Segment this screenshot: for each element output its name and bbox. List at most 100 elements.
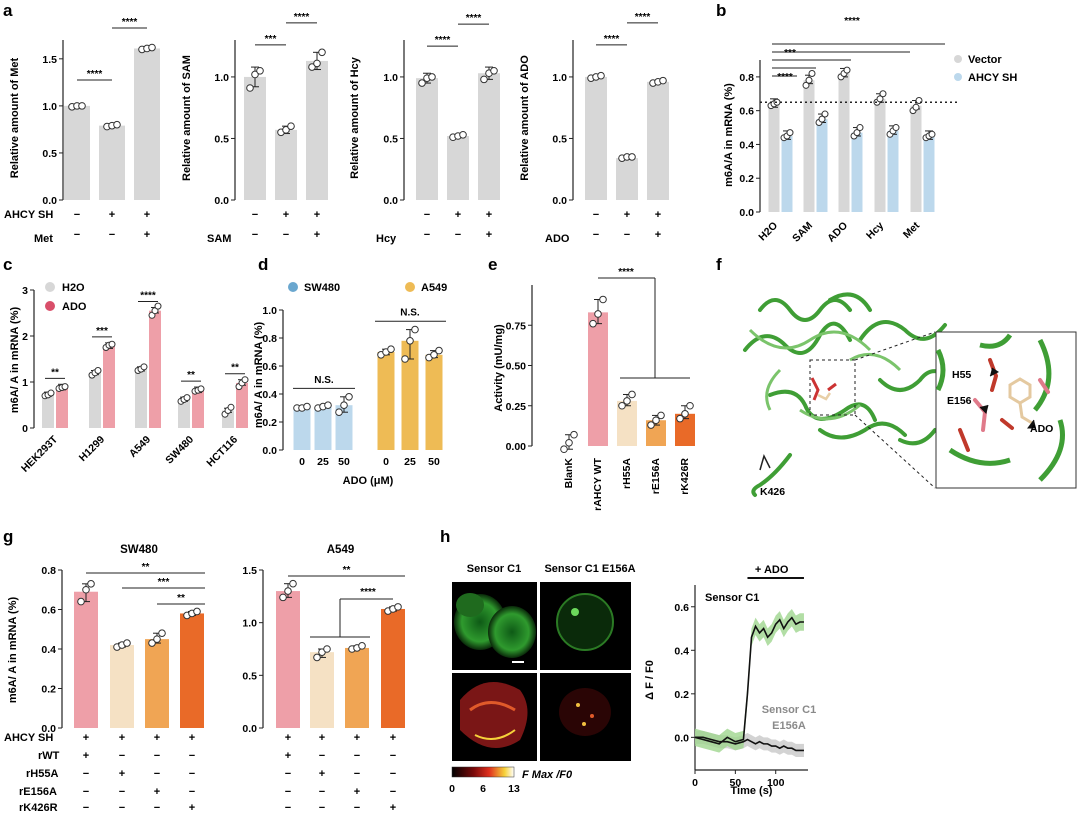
line-sensor bbox=[694, 616, 804, 745]
condition-mark: − bbox=[354, 802, 360, 814]
row-label: rK426R bbox=[19, 802, 58, 814]
bar bbox=[381, 608, 405, 728]
data-point bbox=[279, 593, 287, 602]
bar-ado bbox=[149, 310, 161, 428]
y-axis-label: Δ F / F0 bbox=[644, 660, 656, 700]
condition-mark: + bbox=[319, 768, 325, 780]
data-point bbox=[47, 389, 55, 397]
significance-stars: **** bbox=[466, 13, 482, 24]
y-tick-label: 1.5 bbox=[42, 54, 57, 66]
h55-arrow bbox=[989, 367, 999, 377]
data-point bbox=[94, 367, 102, 374]
bar bbox=[401, 340, 419, 450]
bar bbox=[145, 639, 169, 728]
significance-stars: ** bbox=[231, 363, 239, 374]
y-tick-label: 0.8 bbox=[41, 565, 56, 577]
data-point bbox=[618, 401, 626, 410]
category-label: H1299 bbox=[77, 434, 107, 464]
y-tick-label: 0.0 bbox=[41, 723, 56, 735]
y-tick-label: 0.8 bbox=[262, 333, 277, 345]
bar-ahcy-sh bbox=[851, 132, 863, 212]
condition-mark: + bbox=[154, 732, 160, 744]
condition-mark: − bbox=[83, 802, 89, 814]
panel-label-g: g bbox=[3, 527, 13, 546]
y-axis-label: Relative amount of SAM bbox=[181, 55, 193, 181]
ado-arrow bbox=[1027, 419, 1036, 429]
category-label: rH55A bbox=[621, 458, 633, 489]
y-tick-label: 0.6 bbox=[674, 602, 689, 614]
data-point bbox=[686, 401, 694, 410]
bar-vector bbox=[874, 98, 886, 212]
row-label-ahcy-sh: AHCY SH bbox=[4, 209, 53, 221]
condition-mark: − bbox=[319, 750, 325, 762]
data-point bbox=[676, 414, 684, 423]
annotation-ns: N.S. bbox=[314, 375, 334, 386]
data-point bbox=[289, 579, 297, 588]
active-site-sticks bbox=[810, 377, 837, 401]
significance-stars: *** bbox=[96, 326, 108, 337]
annotation-ns: N.S. bbox=[400, 308, 420, 319]
significance-stars: ** bbox=[187, 370, 195, 381]
bar bbox=[647, 81, 669, 200]
y-axis-label: m6A/ A in mRNA (%) bbox=[253, 321, 265, 428]
condition-mark: + bbox=[624, 209, 630, 221]
heat-dot-3 bbox=[582, 722, 586, 726]
series-label-mutant-2: E156A bbox=[772, 720, 806, 732]
condition-mark: − bbox=[119, 750, 125, 762]
y-tick-label: 1 bbox=[22, 377, 28, 389]
x-axis-label: Time (s) bbox=[731, 785, 773, 797]
data-point bbox=[323, 645, 331, 653]
condition-mark: − bbox=[83, 786, 89, 798]
condition-mark: − bbox=[252, 209, 258, 221]
label-e156: E156 bbox=[947, 395, 972, 407]
condition-mark: + bbox=[486, 209, 492, 221]
legend-marker-ahcy bbox=[954, 73, 962, 81]
condition-mark: − bbox=[390, 768, 396, 780]
condition-mark: + bbox=[314, 229, 320, 241]
y-tick-label: 0.5 bbox=[383, 133, 398, 145]
condition-mark: + bbox=[319, 732, 325, 744]
microscopy-panel: Sensor C1 Sensor C1 E156A 0 6 13 F Max /… bbox=[449, 563, 636, 795]
category-label: SW480 bbox=[163, 434, 196, 467]
significance-stars: ** bbox=[51, 367, 59, 378]
category-label: rAHCY WT bbox=[592, 457, 604, 510]
condition-mark: + bbox=[109, 209, 115, 221]
category-label: Hcy bbox=[864, 220, 886, 242]
heat-scale-bar bbox=[451, 766, 515, 778]
data-point bbox=[358, 642, 366, 650]
bar bbox=[244, 76, 266, 200]
condition-mark: − bbox=[109, 229, 115, 241]
significance-stars: **** bbox=[122, 17, 138, 28]
zoom-line-top bbox=[854, 331, 936, 361]
data-point bbox=[490, 66, 498, 75]
condition-mark: + bbox=[119, 768, 125, 780]
condition-mark: − bbox=[154, 750, 160, 762]
heat-tick-0: 0 bbox=[449, 783, 455, 795]
heat-tick-13: 13 bbox=[508, 783, 520, 795]
condition-mark: + bbox=[144, 229, 150, 241]
condition-mark: + bbox=[354, 732, 360, 744]
heat-edge-c1 bbox=[469, 701, 516, 712]
bar bbox=[617, 400, 637, 446]
data-point bbox=[856, 124, 864, 132]
y-tick-label: 0.50 bbox=[506, 361, 527, 373]
row-label-hcy: Hcy bbox=[376, 233, 397, 245]
data-point bbox=[401, 355, 409, 363]
data-point bbox=[659, 76, 667, 85]
bar bbox=[74, 591, 98, 728]
condition-mark: − bbox=[624, 229, 630, 241]
condition-mark: − bbox=[154, 802, 160, 814]
chart-title: A549 bbox=[327, 544, 355, 556]
y-axis-label: Relative amount of Hcy bbox=[349, 56, 361, 179]
condition-mark: − bbox=[119, 802, 125, 814]
condition-mark: + bbox=[119, 732, 125, 744]
label-ado: ADO bbox=[1030, 423, 1053, 435]
y-tick-label: 0.0 bbox=[552, 195, 567, 207]
y-tick-label: 0.0 bbox=[674, 732, 689, 744]
x-tick-label: 50 bbox=[428, 456, 440, 468]
bar-vector bbox=[838, 73, 850, 212]
y-tick-label: 0.5 bbox=[242, 670, 257, 682]
y-tick-label: 1.0 bbox=[214, 72, 229, 84]
y-tick-label: 1.5 bbox=[242, 565, 257, 577]
